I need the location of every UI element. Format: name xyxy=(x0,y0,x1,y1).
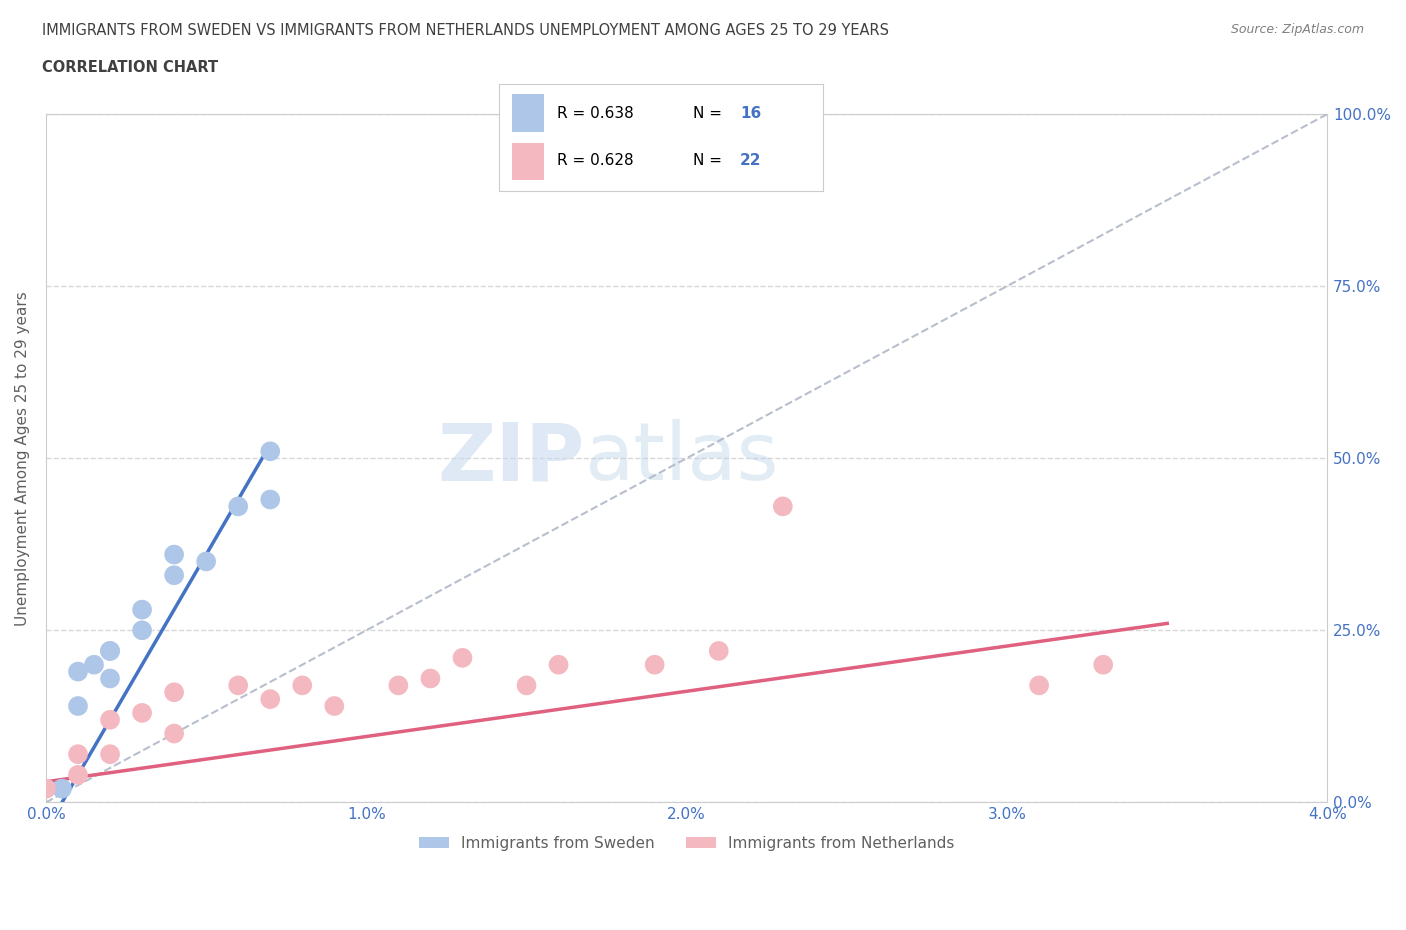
Text: 16: 16 xyxy=(740,106,761,121)
Point xyxy=(547,658,569,672)
Point xyxy=(259,444,281,458)
Text: R = 0.638: R = 0.638 xyxy=(557,106,634,121)
Point xyxy=(387,678,409,693)
Point xyxy=(66,767,89,782)
Point xyxy=(772,498,794,513)
Text: 22: 22 xyxy=(740,153,762,168)
Point xyxy=(66,664,89,679)
Point xyxy=(323,698,346,713)
Point xyxy=(98,671,121,686)
Point xyxy=(226,498,249,513)
Point xyxy=(98,747,121,762)
Point xyxy=(163,547,186,562)
Point xyxy=(163,684,186,699)
Text: CORRELATION CHART: CORRELATION CHART xyxy=(42,60,218,75)
Point xyxy=(1028,678,1050,693)
Text: N =: N = xyxy=(693,153,727,168)
Point xyxy=(131,603,153,618)
Point xyxy=(451,650,474,665)
Point xyxy=(707,644,730,658)
Point xyxy=(1092,658,1115,672)
Text: IMMIGRANTS FROM SWEDEN VS IMMIGRANTS FROM NETHERLANDS UNEMPLOYMENT AMONG AGES 25: IMMIGRANTS FROM SWEDEN VS IMMIGRANTS FRO… xyxy=(42,23,889,38)
Point xyxy=(98,644,121,658)
Point xyxy=(419,671,441,686)
Point xyxy=(83,658,105,672)
Point xyxy=(51,781,73,796)
Point xyxy=(35,781,58,796)
Point xyxy=(163,726,186,741)
Point xyxy=(131,623,153,638)
Point xyxy=(291,678,314,693)
Point xyxy=(35,781,58,796)
Text: atlas: atlas xyxy=(583,419,779,498)
Text: ZIP: ZIP xyxy=(437,419,583,498)
Text: N =: N = xyxy=(693,106,727,121)
Point xyxy=(195,554,218,569)
Text: Source: ZipAtlas.com: Source: ZipAtlas.com xyxy=(1230,23,1364,36)
Text: R = 0.628: R = 0.628 xyxy=(557,153,634,168)
Bar xyxy=(512,95,544,132)
Point xyxy=(98,644,121,658)
Point xyxy=(226,678,249,693)
Point xyxy=(66,747,89,762)
Point xyxy=(131,706,153,721)
Point xyxy=(259,692,281,707)
Point xyxy=(163,568,186,583)
Y-axis label: Unemployment Among Ages 25 to 29 years: Unemployment Among Ages 25 to 29 years xyxy=(15,291,30,626)
Point xyxy=(515,678,537,693)
Point xyxy=(98,712,121,727)
Bar xyxy=(512,142,544,180)
Point xyxy=(259,492,281,507)
Point xyxy=(66,698,89,713)
Point xyxy=(644,658,666,672)
Legend: Immigrants from Sweden, Immigrants from Netherlands: Immigrants from Sweden, Immigrants from … xyxy=(412,830,960,857)
